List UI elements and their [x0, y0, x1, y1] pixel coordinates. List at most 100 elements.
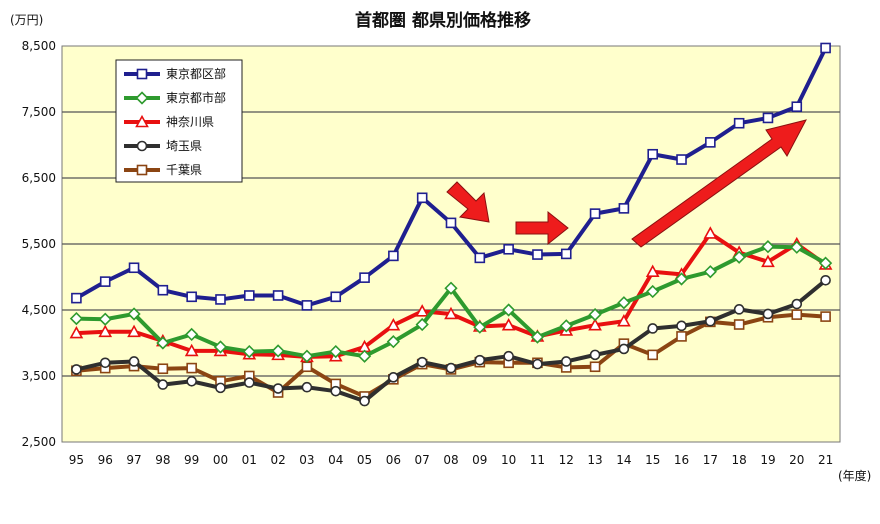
data-point: [300, 349, 314, 363]
data-point: [705, 137, 716, 148]
data-point: [732, 250, 746, 264]
y-tick-label: 7,500: [22, 105, 56, 119]
x-tick-label: 11: [530, 453, 545, 467]
data-point: [330, 385, 342, 397]
x-tick-label: 09: [472, 453, 487, 467]
x-tick-label: 19: [760, 453, 775, 467]
x-tick-label: 18: [732, 453, 747, 467]
legend-label: 神奈川県: [166, 115, 214, 129]
x-tick-label: 20: [789, 453, 804, 467]
data-point: [186, 362, 197, 374]
series-4: [71, 274, 831, 407]
data-point: [560, 248, 572, 260]
x-tick-label: 08: [443, 453, 458, 467]
data-point: [503, 243, 514, 255]
data-point: [186, 291, 197, 303]
data-point: [99, 357, 111, 369]
data-point: [301, 300, 313, 311]
data-point: [359, 272, 370, 283]
data-point: [705, 315, 716, 327]
data-point: [71, 364, 82, 375]
data-point: [473, 320, 487, 334]
legend-item: 埼玉県: [124, 139, 202, 153]
x-tick-label: 99: [184, 453, 199, 467]
x-tick-label: 10: [501, 453, 516, 467]
series-1: [71, 42, 831, 311]
data-point: [674, 272, 689, 286]
data-point: [589, 349, 601, 361]
data-point: [733, 304, 745, 315]
data-point: [501, 318, 516, 331]
x-tick-label: 13: [587, 453, 602, 467]
data-point: [445, 362, 457, 374]
right-arrow-shape: [515, 210, 569, 246]
data-point: [388, 372, 399, 383]
data-point: [416, 356, 428, 368]
data-point: [272, 383, 284, 394]
data-point: [271, 344, 285, 358]
data-point: [71, 292, 82, 304]
data-point: [588, 318, 602, 331]
y-tick-label: 4,500: [22, 303, 56, 317]
x-tick-label: 98: [155, 453, 170, 467]
data-point: [157, 379, 169, 390]
data-point: [762, 308, 774, 320]
data-point: [503, 350, 514, 362]
data-point: [617, 296, 631, 310]
x-tick-label: 17: [703, 453, 718, 467]
x-tick-label: 12: [559, 453, 574, 467]
x-tick-label: 07: [415, 453, 430, 467]
legend-marker: [136, 68, 148, 80]
down-arrow-shape: [446, 181, 490, 223]
legend-marker: [135, 91, 149, 105]
x-tick-label: 15: [645, 453, 660, 467]
data-point: [703, 265, 717, 279]
data-point: [156, 336, 170, 350]
data-point: [215, 294, 226, 305]
data-point: [676, 320, 687, 332]
data-point: [329, 344, 343, 359]
data-point: [676, 331, 687, 342]
legend-label: 東京都区部: [166, 66, 226, 81]
data-point: [444, 306, 458, 320]
data-point: [618, 343, 630, 355]
data-point: [790, 240, 804, 254]
data-point: [820, 274, 831, 286]
y-axis-ticks: 2,500 3,500 4,500 5,500 6,500 7,500 8,500: [22, 39, 56, 449]
data-point: [128, 356, 140, 367]
data-point: [560, 356, 572, 367]
chart-title: 首都圏 都県別価格推移: [355, 10, 531, 31]
legend-marker: [135, 114, 149, 128]
y-tick-label: 6,500: [22, 171, 56, 185]
x-axis-ticks: 95 96 97 98 99 00 01 02 03 04 05 06 07 08 09 10 11 12 13 14…: [69, 453, 833, 467]
data-point: [242, 344, 256, 359]
data-point: [647, 323, 659, 334]
data-point: [386, 335, 401, 349]
data-point: [647, 148, 659, 160]
x-tick-label: 01: [242, 453, 257, 467]
legend-marker: [136, 140, 148, 152]
data-point: [501, 303, 516, 317]
x-tick-label: 03: [299, 453, 314, 467]
data-point: [184, 343, 199, 357]
series-2: [69, 240, 833, 363]
data-point: [128, 262, 140, 274]
data-point: [474, 354, 486, 366]
data-point: [791, 309, 803, 320]
data-point: [733, 319, 745, 330]
data-point: [388, 250, 399, 262]
legend-item: 東京都市部: [124, 90, 226, 105]
data-point: [272, 290, 284, 301]
data-point: [818, 256, 833, 270]
data-point: [415, 317, 429, 332]
y-tick-label: 2,500: [22, 435, 56, 449]
legend-item: 東京都区部: [124, 66, 226, 81]
x-tick-label: 96: [98, 453, 113, 467]
data-point: [530, 330, 545, 344]
x-tick-label: 14: [616, 453, 631, 467]
up-arrow-shape: [631, 119, 807, 248]
data-point: [820, 311, 831, 322]
x-tick-label: 06: [386, 453, 401, 467]
